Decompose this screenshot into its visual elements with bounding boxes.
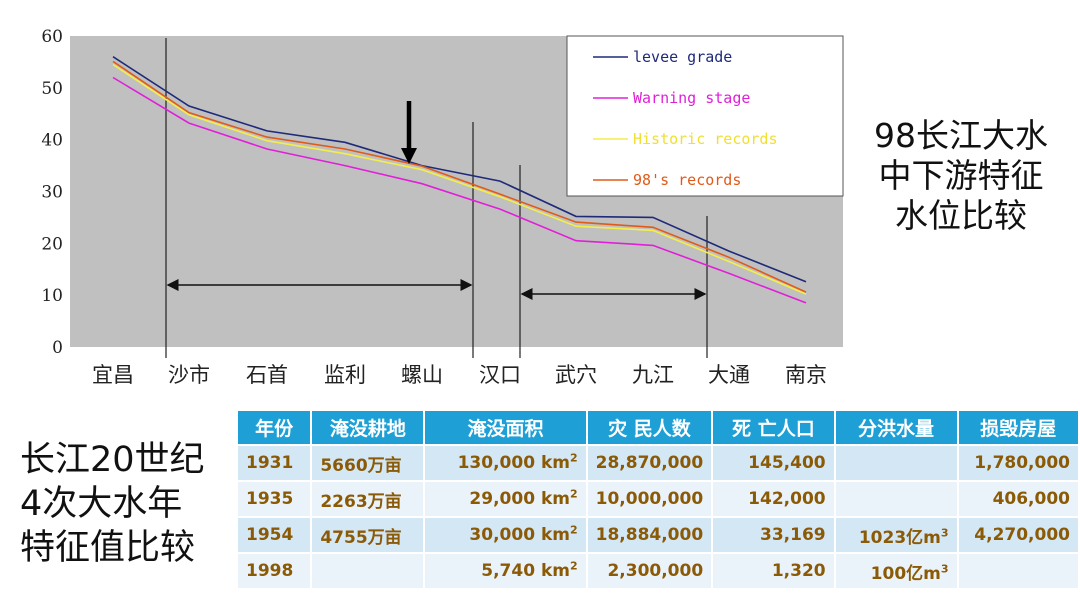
x-tick-label: 螺山 (401, 363, 443, 387)
table-title-line-2: 4次大水年 (20, 484, 183, 524)
side-title-line-1: 98长江大水 (874, 116, 1048, 155)
header-deaths: 死 亡人口 (713, 411, 836, 444)
legend-label: levee grade (633, 48, 732, 66)
diversion-value: 100亿m (870, 563, 941, 584)
y-tick-label: 40 (41, 131, 63, 151)
area-value: 5,740 km (481, 561, 570, 581)
area-unit-sup: 2 (569, 487, 578, 501)
flood-comparison-table: 年份 淹没耕地 淹没面积 灾 民人数 死 亡人口 分洪水量 损毁房屋 1931 … (238, 411, 1080, 588)
cell-diversion: 1023亿m3 (835, 516, 959, 552)
header-farmland: 淹没耕地 (312, 411, 426, 444)
table-side-title: 长江20世纪 4次大水年 特征值比较 (20, 438, 230, 570)
x-axis-ticks: 宜昌 沙市 石首 监利 螺山 汉口 武穴 九江 大通 南京 (92, 363, 827, 387)
cell-area: 130,000 km2 (425, 444, 588, 480)
area-value: 30,000 km (469, 525, 570, 545)
cell-year: 1931 (238, 444, 313, 480)
series-line (112, 60, 807, 293)
legend: levee grade Warning stage Historic records… (566, 35, 844, 197)
area-value: 29,000 km (469, 489, 570, 509)
cell-houses: 406,000 (958, 480, 1080, 516)
legend-label: Historic records (633, 130, 778, 148)
cell-farmland: 2263万亩 (312, 480, 426, 516)
y-tick-label: 10 (41, 286, 63, 306)
x-tick-label: 汉口 (479, 363, 521, 387)
x-tick-label: 宜昌 (92, 363, 134, 387)
cell-houses: 1,780,000 (958, 444, 1080, 480)
legend-label: Warning stage (633, 89, 750, 107)
header-diversion: 分洪水量 (835, 411, 959, 444)
table-row: 1998 5,740 km2 2,300,000 1,320 100亿m3 (238, 552, 1080, 588)
area-unit-sup: 2 (569, 559, 578, 573)
table-title-line-3: 特征值比较 (20, 528, 196, 568)
cell-diversion: 100亿m3 (835, 552, 959, 588)
down-arrow-head (401, 148, 417, 164)
series-lines (112, 56, 807, 304)
y-tick-label: 30 (41, 183, 63, 203)
cell-victims: 28,870,000 (587, 444, 714, 480)
table-title-line-1: 长江20世纪 (20, 440, 205, 480)
legend-box (566, 35, 844, 197)
cell-year: 1998 (238, 552, 313, 588)
header-houses: 损毁房屋 (958, 411, 1080, 444)
x-tick-label: 监利 (324, 363, 366, 387)
area-value: 130,000 km (457, 453, 570, 473)
y-tick-label: 60 (41, 27, 63, 47)
table-row: 1954 4755万亩 30,000 km2 18,884,000 33,169… (238, 516, 1080, 552)
series-line (112, 63, 807, 295)
cell-deaths: 33,169 (713, 516, 836, 552)
diversion-unit-sup: 3 (940, 561, 949, 575)
cell-diversion (835, 480, 959, 516)
series-line (112, 56, 807, 283)
cell-farmland: 5660万亩 (312, 444, 426, 480)
water-level-chart: 0 10 20 30 40 50 60 宜昌 沙市 石首 监利 螺山 汉口 武穴 九江 大通 南京 levee… (41, 27, 844, 387)
x-tick-label: 九江 (632, 363, 674, 387)
cell-deaths: 1,320 (713, 552, 836, 588)
header-area: 淹没面积 (425, 411, 588, 444)
series-line (112, 76, 807, 304)
table-row: 1931 5660万亩 130,000 km2 28,870,000 145,4… (238, 444, 1080, 480)
diversion-value: 1023亿m (858, 527, 941, 548)
diversion-unit-sup: 3 (940, 525, 949, 539)
cell-deaths: 145,400 (713, 444, 836, 480)
cell-area: 29,000 km2 (425, 480, 588, 516)
y-axis-ticks: 0 10 20 30 40 50 60 (41, 27, 63, 358)
side-title-line-3: 水位比较 (895, 196, 1027, 235)
x-tick-label: 石首 (246, 363, 288, 387)
header-victims: 灾 民人数 (587, 411, 714, 444)
cell-area: 30,000 km2 (425, 516, 588, 552)
x-tick-label: 沙市 (168, 363, 210, 387)
cell-year: 1935 (238, 480, 313, 516)
cell-houses (958, 552, 1080, 588)
cell-year: 1954 (238, 516, 313, 552)
cell-victims: 18,884,000 (587, 516, 714, 552)
table-header-row: 年份 淹没耕地 淹没面积 灾 民人数 死 亡人口 分洪水量 损毁房屋 (238, 411, 1080, 444)
area-unit-sup: 2 (569, 451, 578, 465)
annotations (166, 101, 707, 300)
x-tick-label: 南京 (785, 363, 827, 387)
x-tick-label: 武穴 (555, 363, 597, 387)
cell-deaths: 142,000 (713, 480, 836, 516)
cell-houses: 4,270,000 (958, 516, 1080, 552)
legend-label: 98's records (633, 171, 741, 189)
y-tick-label: 0 (52, 338, 63, 358)
cell-victims: 2,300,000 (587, 552, 714, 588)
cell-area: 5,740 km2 (425, 552, 588, 588)
cell-farmland: 4755万亩 (312, 516, 426, 552)
y-tick-label: 20 (41, 234, 63, 254)
chart-side-title: 98长江大水 中下游特征 水位比较 (856, 116, 1066, 236)
cell-farmland (312, 552, 426, 588)
side-title-line-2: 中下游特征 (878, 156, 1044, 195)
x-tick-label: 大通 (708, 363, 750, 387)
y-tick-label: 50 (41, 79, 63, 99)
cell-victims: 10,000,000 (587, 480, 714, 516)
table-row: 1935 2263万亩 29,000 km2 10,000,000 142,00… (238, 480, 1080, 516)
cell-diversion (835, 444, 959, 480)
header-year: 年份 (238, 411, 313, 444)
area-unit-sup: 2 (569, 523, 578, 537)
